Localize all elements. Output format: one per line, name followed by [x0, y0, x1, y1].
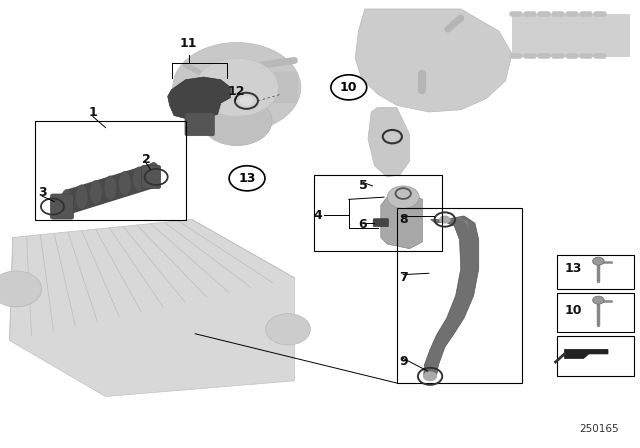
- Text: 250165: 250165: [579, 424, 619, 434]
- Circle shape: [266, 314, 310, 345]
- Polygon shape: [368, 108, 410, 177]
- Ellipse shape: [61, 189, 74, 214]
- Circle shape: [202, 96, 272, 146]
- Text: 13: 13: [238, 172, 256, 185]
- Text: 2: 2: [141, 152, 150, 166]
- Polygon shape: [424, 216, 479, 376]
- Text: 6: 6: [358, 218, 367, 232]
- Polygon shape: [445, 217, 470, 237]
- Text: 8: 8: [399, 213, 408, 226]
- Text: 5: 5: [358, 179, 367, 193]
- Bar: [314, 175, 442, 251]
- Circle shape: [173, 43, 301, 132]
- Bar: [557, 255, 634, 289]
- Circle shape: [229, 166, 265, 191]
- Ellipse shape: [133, 167, 146, 192]
- Polygon shape: [355, 9, 512, 112]
- Circle shape: [387, 186, 419, 208]
- Ellipse shape: [90, 180, 102, 205]
- FancyBboxPatch shape: [230, 72, 298, 103]
- Circle shape: [439, 215, 451, 224]
- Text: 9: 9: [399, 355, 408, 369]
- FancyBboxPatch shape: [512, 14, 630, 57]
- FancyBboxPatch shape: [185, 113, 214, 136]
- Circle shape: [593, 296, 604, 304]
- Bar: [557, 293, 634, 332]
- Circle shape: [331, 75, 367, 100]
- Ellipse shape: [118, 172, 131, 196]
- Circle shape: [593, 257, 604, 265]
- Circle shape: [0, 271, 42, 307]
- Text: 11: 11: [180, 37, 198, 51]
- Text: 4: 4: [314, 208, 323, 222]
- Bar: [35, 121, 186, 220]
- FancyBboxPatch shape: [141, 165, 161, 189]
- Polygon shape: [381, 194, 422, 249]
- Ellipse shape: [104, 176, 116, 201]
- Polygon shape: [10, 220, 294, 396]
- Polygon shape: [564, 349, 608, 358]
- Circle shape: [195, 58, 278, 116]
- Text: 10: 10: [340, 81, 358, 94]
- Bar: [557, 336, 634, 376]
- Circle shape: [388, 134, 397, 140]
- Text: 10: 10: [564, 303, 582, 317]
- Bar: [397, 208, 522, 383]
- FancyBboxPatch shape: [373, 219, 388, 227]
- Text: 1: 1: [88, 105, 97, 119]
- Ellipse shape: [76, 185, 88, 210]
- Circle shape: [239, 96, 253, 106]
- Text: 7: 7: [399, 271, 408, 284]
- Text: 13: 13: [564, 262, 582, 276]
- Text: 12: 12: [228, 85, 246, 99]
- Text: 3: 3: [38, 186, 47, 199]
- Circle shape: [423, 371, 437, 381]
- Ellipse shape: [147, 163, 160, 187]
- Polygon shape: [168, 77, 230, 121]
- FancyBboxPatch shape: [51, 194, 74, 219]
